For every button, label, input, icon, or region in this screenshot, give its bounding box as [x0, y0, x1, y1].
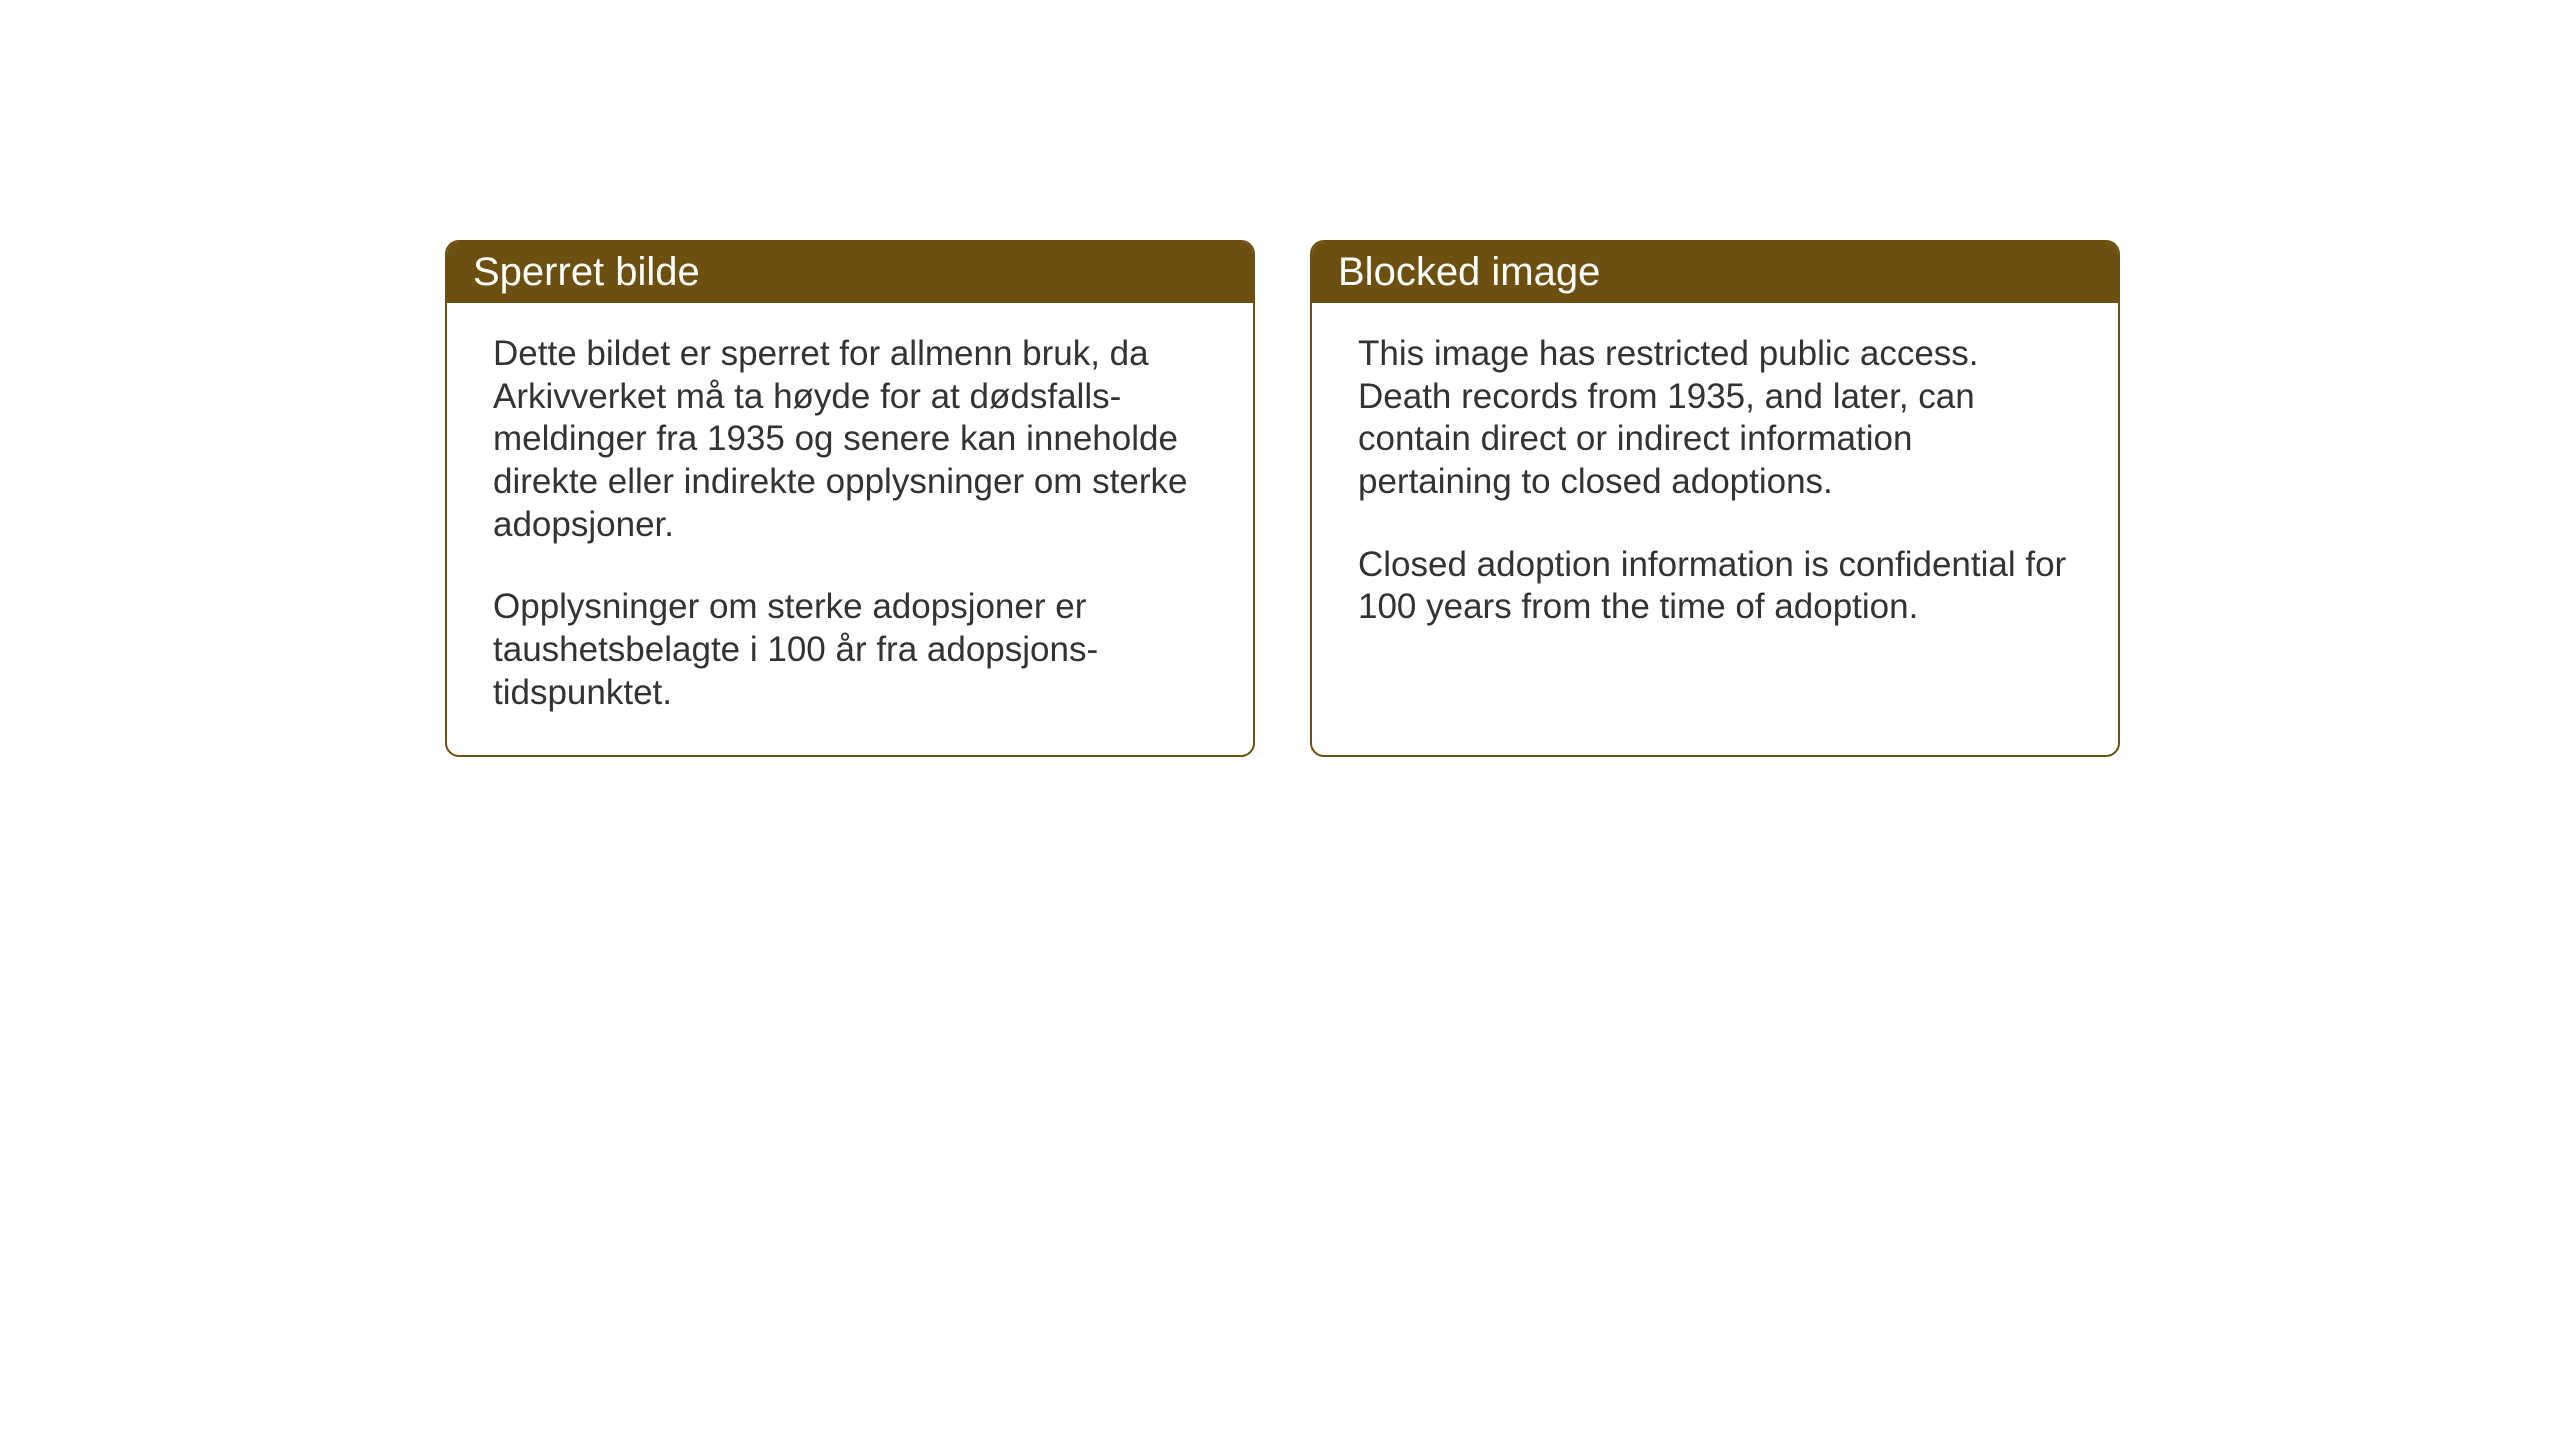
notice-header-norwegian: Sperret bilde: [447, 242, 1253, 303]
notice-paragraph-2-english: Closed adoption information is confident…: [1358, 544, 2072, 629]
notice-card-norwegian: Sperret bilde Dette bildet er sperret fo…: [445, 240, 1255, 757]
notice-title-english: Blocked image: [1338, 250, 1600, 294]
notice-body-norwegian: Dette bildet er sperret for allmenn bruk…: [447, 303, 1253, 755]
notice-paragraph-1-norwegian: Dette bildet er sperret for allmenn bruk…: [493, 333, 1207, 546]
notice-container: Sperret bilde Dette bildet er sperret fo…: [445, 240, 2120, 757]
notice-body-english: This image has restricted public access.…: [1312, 303, 2118, 669]
notice-paragraph-1-english: This image has restricted public access.…: [1358, 333, 2072, 504]
notice-paragraph-2-norwegian: Opplysninger om sterke adopsjoner er tau…: [493, 586, 1207, 714]
notice-card-english: Blocked image This image has restricted …: [1310, 240, 2120, 757]
notice-title-norwegian: Sperret bilde: [473, 250, 700, 294]
notice-header-english: Blocked image: [1312, 242, 2118, 303]
